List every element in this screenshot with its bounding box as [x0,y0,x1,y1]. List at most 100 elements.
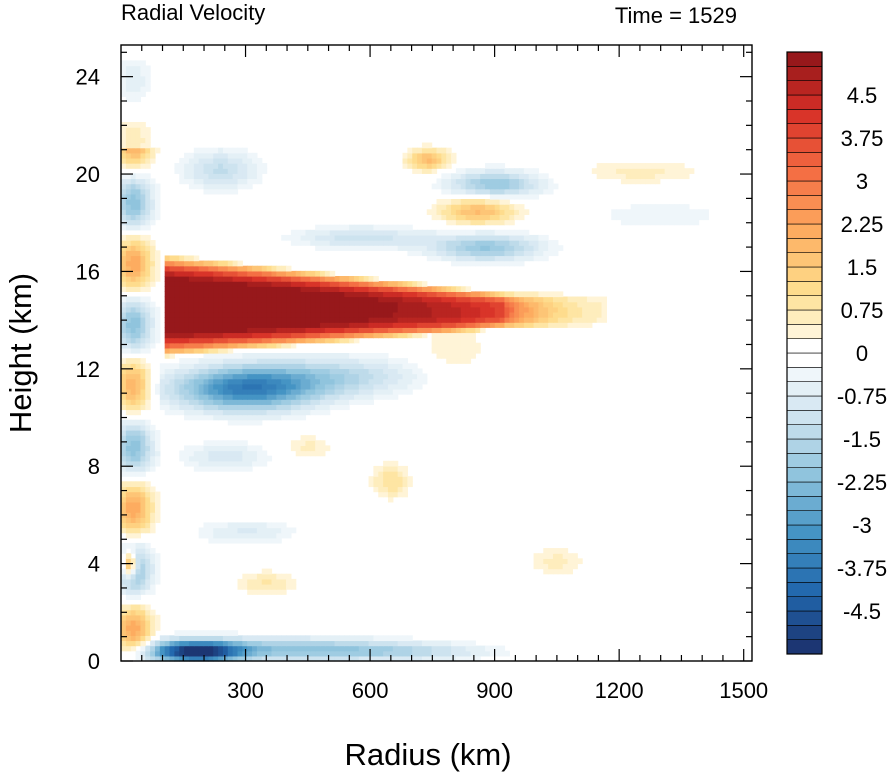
heatmap-cell [286,358,292,364]
heatmap-cell [334,353,341,359]
heatmap-cell [140,363,146,369]
heatmap-cell [363,332,370,339]
heatmap-cell [121,450,127,457]
heatmap-cell [523,317,530,323]
heatmap-cell [334,317,341,323]
heatmap-cell [431,163,438,169]
heatmap-cell [227,163,234,169]
heatmap-cell [237,270,243,277]
heatmap-cell [509,193,515,200]
heatmap-cell [494,199,501,205]
heatmap-cell [266,650,273,657]
heatmap-cell [154,388,161,395]
heatmap-cell [276,286,282,292]
x-axis-ticks: 300 600 900 1200 1500 [141,45,768,703]
heatmap-cell [339,394,345,400]
heatmap-cell [373,640,379,647]
heatmap-cell [256,337,263,344]
heatmap-cell [315,358,321,364]
heatmap-cell [324,404,331,411]
heatmap-cell [208,260,214,267]
heatmap-cell [193,450,200,457]
heatmap-cell [252,404,258,411]
heatmap-cell [145,573,151,580]
heatmap-cell [164,353,171,359]
heatmap-cell [261,317,268,323]
heatmap-cell [266,645,273,652]
heatmap-cell [436,353,442,359]
heatmap-cell [324,322,331,328]
heatmap-cell [324,286,331,292]
heatmap-cell [247,337,253,344]
heatmap-cell [654,209,661,215]
heatmap-cell [208,450,214,457]
heatmap-cell [480,250,486,257]
heatmap-cell [227,347,234,354]
heatmap-cell [286,281,292,287]
heatmap-cell [213,368,219,375]
heatmap-cell [237,286,243,292]
heatmap-cell [441,183,447,190]
heatmap-cell [548,183,554,190]
heatmap-cell [145,435,151,441]
heatmap-cell [227,260,234,267]
heatmap-cell [145,327,151,334]
heatmap-cell [310,368,316,375]
heatmap-cell [436,183,442,190]
heatmap-cell [368,399,374,405]
heatmap-cell [145,317,151,323]
heatmap-cell [519,245,525,251]
heatmap-cell [256,527,263,534]
heatmap-cell [276,270,282,277]
heatmap-cell [247,409,253,416]
heatmap-cell [125,589,132,595]
heatmap-cell [320,311,326,318]
heatmap-cell [499,173,506,180]
heatmap-cell [271,645,277,652]
heatmap-cell [198,409,205,416]
heatmap-cell [480,199,486,205]
heatmap-cell [358,399,365,405]
heatmap-cell [324,234,331,241]
heatmap-cell [659,209,666,215]
heatmap-cell [130,137,137,144]
heatmap-cell [222,383,229,390]
heatmap-cell [232,635,239,642]
heatmap-cell [140,219,146,226]
heatmap-cell [586,311,593,318]
heatmap-cell [611,209,617,215]
heatmap-cell [222,281,229,287]
heatmap-cell [494,250,501,257]
heatmap-cell [256,383,263,390]
heatmap-cell [290,394,297,400]
heatmap-cell [334,276,341,282]
heatmap-cell [174,296,180,303]
heatmap-cell [387,358,394,364]
heatmap-cell [368,353,374,359]
heatmap-cell [358,640,365,647]
heatmap-cell [392,655,399,662]
heatmap-cell [421,327,428,334]
heatmap-cell [169,296,175,303]
heatmap-cell [154,573,161,580]
heatmap-cell [140,589,146,595]
heatmap-cell [145,388,151,395]
heatmap-cell [455,240,462,246]
heatmap-cell [324,229,331,236]
heatmap-cell [218,655,224,662]
heatmap-cell [121,137,127,144]
heatmap-cell [271,578,277,585]
heatmap-cell [320,270,326,277]
heatmap-cell [222,260,229,267]
heatmap-cell [242,152,248,159]
heatmap-cell [261,383,268,390]
heatmap-cell [693,209,700,215]
heatmap-cell [188,445,195,452]
heatmap-cell [509,178,515,185]
heatmap-cell [130,584,137,590]
heatmap-cell [455,204,462,210]
heatmap-cell [436,209,442,215]
heatmap-cell [247,640,253,647]
heatmap-cell [140,640,146,647]
heatmap-cell [441,245,447,251]
